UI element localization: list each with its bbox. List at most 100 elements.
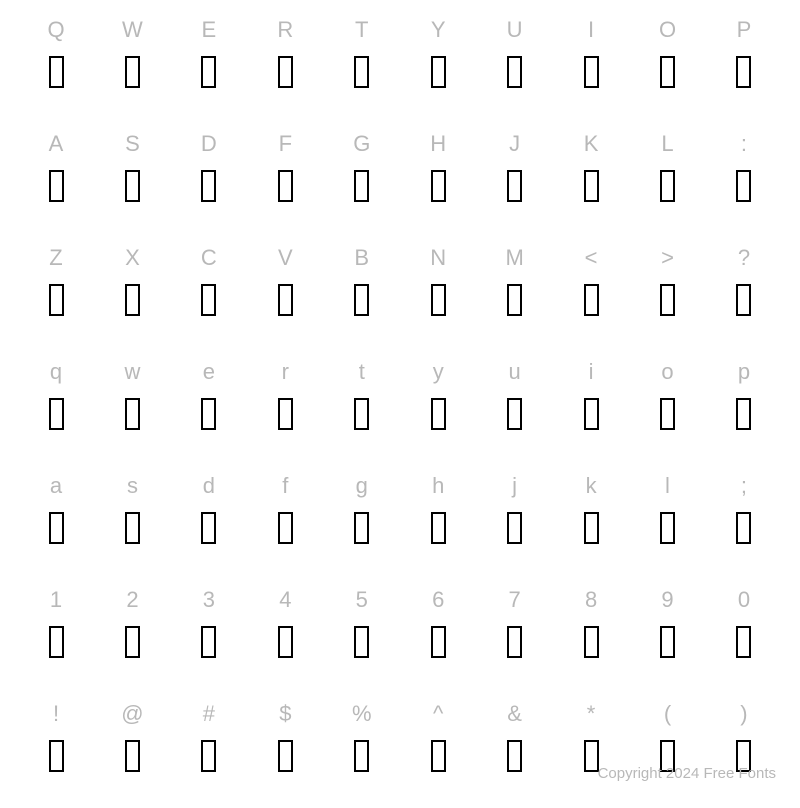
glyph-cell	[402, 50, 474, 94]
glyph-cell	[479, 50, 551, 94]
missing-glyph-icon	[660, 284, 675, 316]
char-cell: N	[402, 238, 474, 278]
char-cell: *	[555, 694, 627, 734]
char-cell: X	[96, 238, 168, 278]
missing-glyph-icon	[431, 626, 446, 658]
glyph-cell	[173, 620, 245, 664]
glyph-cell	[249, 164, 321, 208]
glyph-cell	[632, 50, 704, 94]
char-cell: 7	[479, 580, 551, 620]
char-cell: &	[479, 694, 551, 734]
glyph-cell	[173, 278, 245, 322]
missing-glyph-icon	[201, 740, 216, 772]
glyph-cell	[632, 506, 704, 550]
char-cell: $	[249, 694, 321, 734]
char-cell: j	[479, 466, 551, 506]
missing-glyph-icon	[201, 170, 216, 202]
char-cell: ;	[708, 466, 780, 506]
glyph-cell	[326, 50, 398, 94]
row-pair-2: Z X C V B N M < > ?	[20, 238, 780, 322]
char-cell: t	[326, 352, 398, 392]
glyph-cell	[479, 506, 551, 550]
missing-glyph-icon	[201, 56, 216, 88]
char-cell: h	[402, 466, 474, 506]
glyph-cell	[173, 50, 245, 94]
glyph-cell	[632, 620, 704, 664]
missing-glyph-icon	[507, 512, 522, 544]
glyph-row-0	[20, 50, 780, 94]
char-cell: 5	[326, 580, 398, 620]
char-cell: ?	[708, 238, 780, 278]
glyph-cell	[479, 278, 551, 322]
missing-glyph-icon	[278, 170, 293, 202]
glyph-cell	[96, 50, 168, 94]
char-cell: S	[96, 124, 168, 164]
char-cell: f	[249, 466, 321, 506]
char-row-2: Z X C V B N M < > ?	[20, 238, 780, 278]
glyph-cell	[96, 506, 168, 550]
char-cell: <	[555, 238, 627, 278]
glyph-cell	[20, 392, 92, 436]
missing-glyph-icon	[125, 56, 140, 88]
missing-glyph-icon	[49, 398, 64, 430]
char-cell: K	[555, 124, 627, 164]
glyph-cell	[632, 278, 704, 322]
char-cell: R	[249, 10, 321, 50]
char-cell: p	[708, 352, 780, 392]
char-cell: w	[96, 352, 168, 392]
glyph-row-3	[20, 392, 780, 436]
char-cell: J	[479, 124, 551, 164]
glyph-cell	[20, 50, 92, 94]
missing-glyph-icon	[278, 512, 293, 544]
char-cell: V	[249, 238, 321, 278]
char-cell: #	[173, 694, 245, 734]
glyph-cell	[173, 392, 245, 436]
missing-glyph-icon	[507, 626, 522, 658]
missing-glyph-icon	[507, 398, 522, 430]
char-cell: L	[632, 124, 704, 164]
char-cell: Q	[20, 10, 92, 50]
char-cell: l	[632, 466, 704, 506]
missing-glyph-icon	[125, 512, 140, 544]
glyph-cell	[708, 620, 780, 664]
missing-glyph-icon	[431, 56, 446, 88]
character-map-grid: Q W E R T Y U I O P A S D	[0, 0, 800, 808]
missing-glyph-icon	[125, 398, 140, 430]
missing-glyph-icon	[49, 56, 64, 88]
char-row-6: ! @ # $ % ^ & * ( )	[20, 694, 780, 734]
char-cell: r	[249, 352, 321, 392]
missing-glyph-icon	[736, 626, 751, 658]
missing-glyph-icon	[49, 170, 64, 202]
glyph-cell	[249, 734, 321, 778]
missing-glyph-icon	[201, 626, 216, 658]
char-cell: @	[96, 694, 168, 734]
glyph-cell	[632, 392, 704, 436]
char-cell: C	[173, 238, 245, 278]
char-cell: D	[173, 124, 245, 164]
char-cell: I	[555, 10, 627, 50]
char-cell: T	[326, 10, 398, 50]
glyph-cell	[708, 392, 780, 436]
missing-glyph-icon	[278, 284, 293, 316]
missing-glyph-icon	[354, 740, 369, 772]
char-cell: 0	[708, 580, 780, 620]
missing-glyph-icon	[584, 170, 599, 202]
char-cell: P	[708, 10, 780, 50]
char-cell: Z	[20, 238, 92, 278]
missing-glyph-icon	[736, 512, 751, 544]
missing-glyph-icon	[278, 56, 293, 88]
glyph-cell	[555, 620, 627, 664]
glyph-cell	[20, 620, 92, 664]
missing-glyph-icon	[354, 284, 369, 316]
glyph-cell	[173, 506, 245, 550]
missing-glyph-icon	[660, 512, 675, 544]
missing-glyph-icon	[278, 740, 293, 772]
glyph-cell	[632, 164, 704, 208]
glyph-cell	[479, 620, 551, 664]
missing-glyph-icon	[354, 626, 369, 658]
glyph-row-1	[20, 164, 780, 208]
char-cell: 3	[173, 580, 245, 620]
char-cell: )	[708, 694, 780, 734]
glyph-cell	[20, 734, 92, 778]
glyph-cell	[402, 620, 474, 664]
